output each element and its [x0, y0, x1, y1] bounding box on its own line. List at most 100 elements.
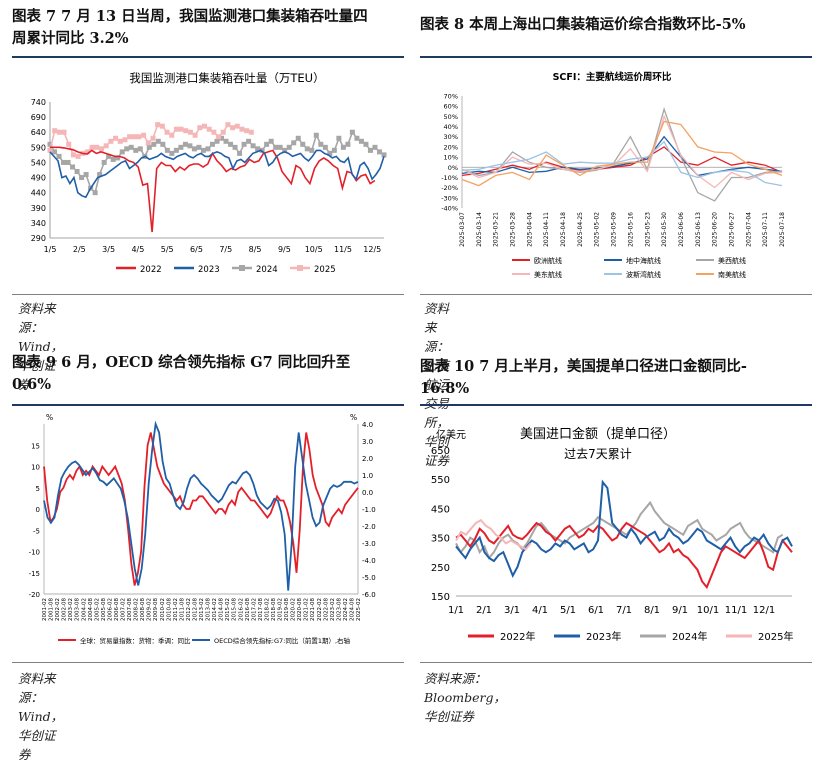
data-point: [178, 144, 184, 150]
data-point: [160, 141, 166, 147]
data-point: [381, 152, 387, 158]
x-tick-label-7: 8/5: [249, 245, 262, 254]
x-tick-label-3: 4/1: [532, 605, 548, 616]
data-point: [164, 129, 170, 135]
y-tick-label-1: 60%: [444, 103, 458, 111]
data-point: [225, 122, 231, 128]
y-tick-label-0: 70%: [444, 93, 458, 101]
x-tick-label-10: 11/5: [334, 245, 352, 254]
legend-label-1: OECD综合领先指标:G7:同比（前置1期）,右轴: [214, 636, 351, 645]
data-point: [214, 138, 220, 144]
chart-port-throughput: 我国监测港口集装箱吞吐量（万TEU） 290 340 390 440 490 540 590 6…: [31, 71, 387, 275]
data-point: [183, 128, 189, 134]
x-tick-label-3: 4/5: [131, 245, 144, 254]
data-point: [376, 149, 382, 155]
data-point: [239, 126, 245, 132]
y-tick-label-8: 690: [31, 113, 46, 122]
data-point: [70, 152, 76, 158]
data-point: [79, 175, 85, 181]
x-tick-label-13: 2025-06-06: [678, 212, 685, 247]
series-line-4: [461, 140, 783, 187]
data-point: [113, 135, 119, 141]
x-tick-label-9: 2005-08: [101, 598, 107, 621]
x-tick-label-2: 2025-03-21: [493, 212, 500, 247]
data-point: [255, 146, 261, 152]
data-point: [340, 144, 346, 150]
y-tick-left-2: 5: [36, 485, 40, 493]
panel-7-source-line: [12, 294, 404, 295]
y-tick-label-2: 50%: [444, 113, 458, 121]
panel-8-source: 资料来源：上海航运交易所，华创证券: [424, 301, 450, 468]
x-tick-label-27: 2014-08: [219, 598, 225, 621]
data-point: [146, 144, 152, 150]
y-tick-right-2: 2.0: [362, 455, 373, 463]
panel-7-source: 资料来源：Wind，华创证券: [18, 301, 64, 392]
y-tick-left-6: -15: [29, 570, 40, 578]
x-tick-label-0: 1/1: [448, 605, 464, 616]
series-line-2022: [50, 146, 376, 233]
x-tick-label-5: 6/5: [190, 245, 203, 254]
data-point: [250, 143, 256, 149]
data-point: [248, 129, 254, 135]
y-tick-label-10: -30%: [441, 194, 458, 202]
y-tick-label-5: 540: [31, 158, 46, 167]
data-point: [237, 150, 243, 156]
x-tick-label-22: 2012-02: [186, 598, 192, 621]
x-tick-label-15: 2025-06-20: [712, 212, 719, 247]
data-point: [259, 147, 265, 153]
data-point: [187, 129, 193, 135]
x-tick-label-2: 3/1: [504, 605, 520, 616]
legend-label-1: 地中海航线: [626, 256, 661, 265]
data-point: [169, 150, 175, 156]
y-tick-right-3: 1.0: [362, 472, 373, 480]
panel-10-title-line2: 16.8%: [420, 380, 470, 397]
y-tick-left-4: -5: [33, 527, 40, 535]
data-point: [47, 147, 53, 153]
series-line-2023: [49, 149, 385, 199]
y-unit: 亿美元: [436, 428, 466, 441]
series-line-5: [461, 120, 783, 187]
data-point: [124, 146, 130, 152]
x-tick-label-44: 2023-02: [330, 598, 336, 621]
x-tick-label-10: 2025-05-16: [627, 212, 634, 247]
data-point: [300, 141, 306, 147]
legend-label-0: 2022年: [500, 630, 535, 643]
data-point: [241, 141, 247, 147]
panel-9-title-line1: 图表 9 6 月，OECD 综合领先指标 G7 同比回升至: [12, 354, 351, 371]
x-tick-label-9: 2025-05-09: [611, 212, 618, 247]
data-point: [354, 135, 360, 141]
data-point: [304, 146, 310, 152]
x-tick-label-48: 2025-02: [356, 598, 362, 621]
data-point: [277, 144, 283, 150]
x-tick-label-28: 2015-02: [225, 598, 231, 621]
chart-title: 美国进口金额（提单口径）: [520, 426, 676, 442]
panel-7-title-line2: 周累计同比 3.2%: [12, 30, 129, 47]
y-tick-label-4: 490: [31, 174, 46, 183]
x-tick-label-5: 2003-08: [75, 598, 81, 621]
x-tick-label-9: 10/1: [697, 605, 719, 616]
y-tick-label-3: 440: [31, 189, 46, 198]
x-tick-label-33: 2017-08: [258, 598, 264, 621]
y-tick-right-9: -5.0: [362, 574, 376, 582]
data-point: [92, 190, 98, 196]
data-point: [206, 126, 212, 132]
x-tick-label-34: 2018-02: [264, 598, 270, 621]
x-tick-label-16: 2009-02: [147, 598, 153, 621]
x-tick-label-4: 2025-04-04: [526, 212, 533, 247]
x-tick-label-8: 2005-02: [94, 598, 100, 621]
panel-10-source-line: [420, 662, 812, 663]
legend-label-2: 美西航线: [718, 256, 746, 265]
legend-label-2: 2024年: [672, 630, 707, 643]
y-tick-right-5: -1.0: [362, 506, 376, 514]
x-tick-label-18: 2010-02: [160, 598, 166, 621]
data-point: [56, 153, 62, 159]
legend-label-4: 波斯湾航线: [626, 270, 661, 279]
data-point: [244, 128, 250, 134]
data-point: [331, 147, 337, 153]
x-tick-label-25: 2013-08: [206, 598, 212, 621]
data-point: [115, 155, 121, 161]
y-tick-label-1: 340: [31, 219, 46, 228]
y-tick-label-2: 450: [431, 504, 450, 515]
data-point: [211, 129, 217, 135]
panel-9-source-line: [12, 662, 404, 663]
